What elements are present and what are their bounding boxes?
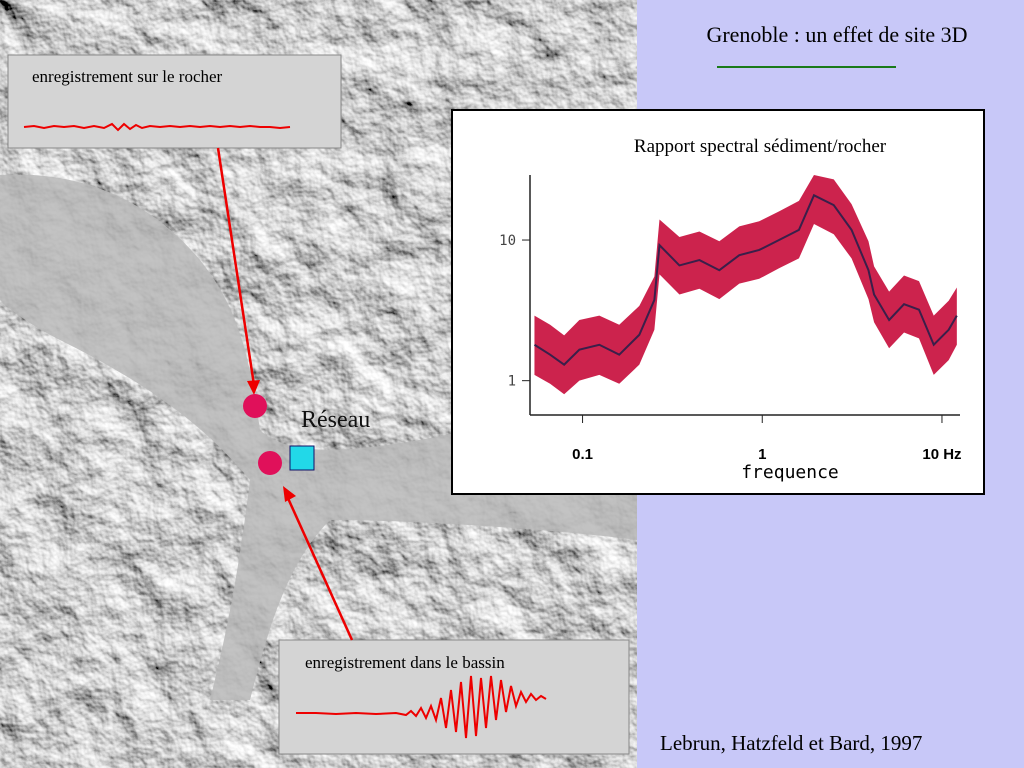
panel-label: enregistrement dans le bassin <box>305 653 505 672</box>
basin-panel <box>278 639 630 755</box>
x-axis-label: frequence <box>741 462 839 483</box>
basin-trace <box>296 675 547 739</box>
x-tick-label: 0.1 <box>572 446 593 463</box>
network-label: Réseau <box>301 407 370 433</box>
arrowhead <box>247 380 260 395</box>
basin-station <box>258 451 282 475</box>
arrow <box>216 147 256 386</box>
rock-station <box>243 394 267 418</box>
network-marker <box>289 445 315 471</box>
panel-label: enregistrement sur le rocher <box>32 67 223 86</box>
y-tick-label: 10 <box>499 233 516 249</box>
credit: Lebrun, Hatzfeld et Bard, 1997 <box>660 731 922 755</box>
valley <box>0 174 637 700</box>
chart-title: Rapport spectral sédiment/rocher <box>634 136 887 157</box>
median-line <box>533 193 958 366</box>
x-tick-label: 1 <box>758 446 766 463</box>
rock-panel <box>7 54 342 149</box>
rock-trace <box>23 122 291 132</box>
y-tick-label: 1 <box>508 374 516 390</box>
x-tick-label: 10 Hz <box>922 446 961 463</box>
arrowhead <box>283 486 296 502</box>
slide-title: Grenoble : un effet de site 3D <box>706 22 967 47</box>
arrow <box>285 495 354 641</box>
